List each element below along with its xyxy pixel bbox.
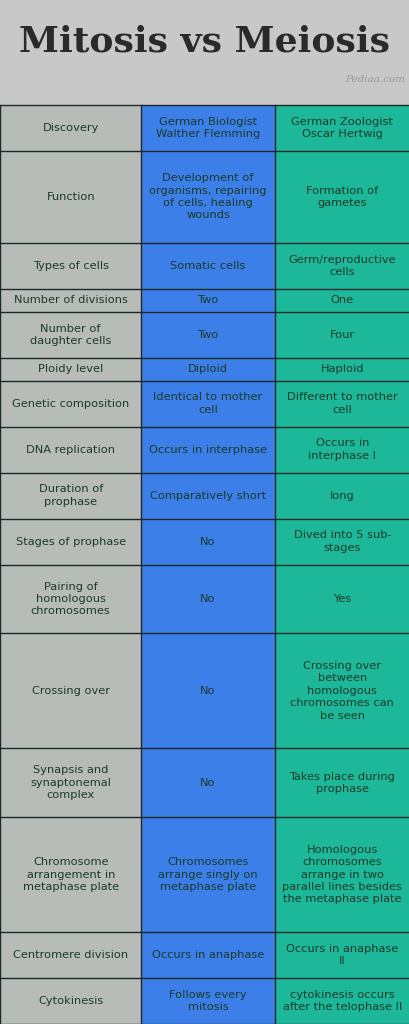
Text: Ploidy level: Ploidy level (38, 365, 103, 374)
Bar (274, 564, 409, 634)
Text: Genetic composition: Genetic composition (12, 398, 129, 409)
Bar (0, 634, 141, 749)
Bar (274, 357, 409, 381)
Text: Formation of
gametes: Formation of gametes (306, 185, 378, 208)
Bar (274, 243, 409, 289)
Bar (141, 518, 274, 564)
Text: Pairing of
homologous
chromosomes: Pairing of homologous chromosomes (31, 582, 110, 616)
Bar (141, 105, 274, 151)
Bar (141, 311, 274, 357)
Text: Occurs in interphase: Occurs in interphase (149, 444, 266, 455)
Text: Occurs in anaphase
II: Occurs in anaphase II (285, 944, 398, 967)
Text: Centromere division: Centromere division (13, 950, 128, 961)
Bar (0, 311, 141, 357)
Text: Yes: Yes (333, 594, 351, 604)
Bar (274, 289, 409, 311)
Text: Types of cells: Types of cells (33, 261, 108, 270)
Text: Somatic cells: Somatic cells (170, 261, 245, 270)
Text: Two: Two (197, 330, 218, 340)
Bar (0, 978, 141, 1024)
Bar (141, 243, 274, 289)
Bar (141, 817, 274, 932)
Text: Four: Four (329, 330, 354, 340)
Bar (274, 473, 409, 518)
Bar (0, 427, 141, 473)
Bar (141, 634, 274, 749)
Text: Chromosome
arrangement in
metaphase plate: Chromosome arrangement in metaphase plat… (22, 857, 119, 892)
Bar (274, 817, 409, 932)
Text: Pediaa.com: Pediaa.com (344, 76, 404, 85)
Text: Function: Function (46, 191, 95, 202)
Bar (0, 518, 141, 564)
Bar (0, 151, 141, 243)
Text: No: No (200, 537, 215, 547)
Text: No: No (200, 594, 215, 604)
Bar (0, 289, 141, 311)
Text: No: No (200, 686, 215, 696)
Bar (274, 381, 409, 427)
Text: Follows every
mitosis: Follows every mitosis (169, 990, 246, 1013)
Bar (0, 473, 141, 518)
Bar (0, 932, 141, 978)
Text: Number of
daughter cells: Number of daughter cells (30, 324, 111, 346)
Bar (141, 564, 274, 634)
Bar (141, 427, 274, 473)
Text: Takes place during
prophase: Takes place during prophase (289, 771, 394, 794)
Text: Homologous
chromosomes
arrange in two
parallel lines besides
the metaphase plate: Homologous chromosomes arrange in two pa… (282, 845, 401, 904)
Bar (0, 357, 141, 381)
Text: Germ/reproductive
cells: Germ/reproductive cells (288, 255, 395, 278)
Text: Dived into 5 sub-
stages: Dived into 5 sub- stages (293, 530, 390, 553)
Bar (141, 381, 274, 427)
Bar (141, 978, 274, 1024)
Text: Occurs in anaphase: Occurs in anaphase (152, 950, 263, 961)
Text: Mitosis vs Meiosis: Mitosis vs Meiosis (20, 25, 389, 59)
Text: Occurs in
interphase I: Occurs in interphase I (308, 438, 375, 461)
Bar (141, 151, 274, 243)
Text: Different to mother
cell: Different to mother cell (286, 392, 397, 415)
Bar (274, 105, 409, 151)
Bar (0, 243, 141, 289)
Bar (274, 749, 409, 817)
Text: cytokinesis occurs
after the telophase II: cytokinesis occurs after the telophase I… (282, 990, 401, 1013)
Bar (0, 749, 141, 817)
Text: DNA replication: DNA replication (26, 444, 115, 455)
Text: German Biologist
Walther Flemming: German Biologist Walther Flemming (155, 117, 260, 139)
Text: No: No (200, 778, 215, 787)
Text: Crossing over
between
homologous
chromosomes can
be seen: Crossing over between homologous chromos… (290, 662, 393, 721)
Text: Two: Two (197, 295, 218, 305)
Text: Crossing over: Crossing over (31, 686, 110, 696)
Text: One: One (330, 295, 353, 305)
Text: Development of
organisms, repairing
of cells, healing
wounds: Development of organisms, repairing of c… (149, 173, 266, 220)
Text: Comparatively short: Comparatively short (150, 490, 265, 501)
Bar (141, 932, 274, 978)
Bar (274, 427, 409, 473)
Bar (274, 634, 409, 749)
Text: Cytokinesis: Cytokinesis (38, 996, 103, 1006)
Bar (0, 105, 141, 151)
Text: Number of divisions: Number of divisions (14, 295, 127, 305)
Bar (141, 473, 274, 518)
Text: German Zoologist
Oscar Hertwig: German Zoologist Oscar Hertwig (291, 117, 392, 139)
Bar (141, 357, 274, 381)
Text: Diploid: Diploid (188, 365, 227, 374)
Text: Stages of prophase: Stages of prophase (16, 537, 126, 547)
Bar (274, 978, 409, 1024)
Bar (141, 749, 274, 817)
Text: Synapsis and
synaptonemal
complex: Synapsis and synaptonemal complex (30, 765, 111, 800)
Bar (0, 381, 141, 427)
Bar (274, 151, 409, 243)
Bar (274, 932, 409, 978)
Bar (141, 289, 274, 311)
Text: Chromosomes
arrange singly on
metaphase plate: Chromosomes arrange singly on metaphase … (158, 857, 257, 892)
Bar (0, 817, 141, 932)
Text: long: long (329, 490, 354, 501)
Bar (274, 311, 409, 357)
Bar (0, 564, 141, 634)
Bar (274, 518, 409, 564)
Text: Discovery: Discovery (43, 123, 99, 133)
Text: Duration of
prophase: Duration of prophase (38, 484, 103, 507)
Text: Haploid: Haploid (320, 365, 363, 374)
Text: Identical to mother
cell: Identical to mother cell (153, 392, 262, 415)
